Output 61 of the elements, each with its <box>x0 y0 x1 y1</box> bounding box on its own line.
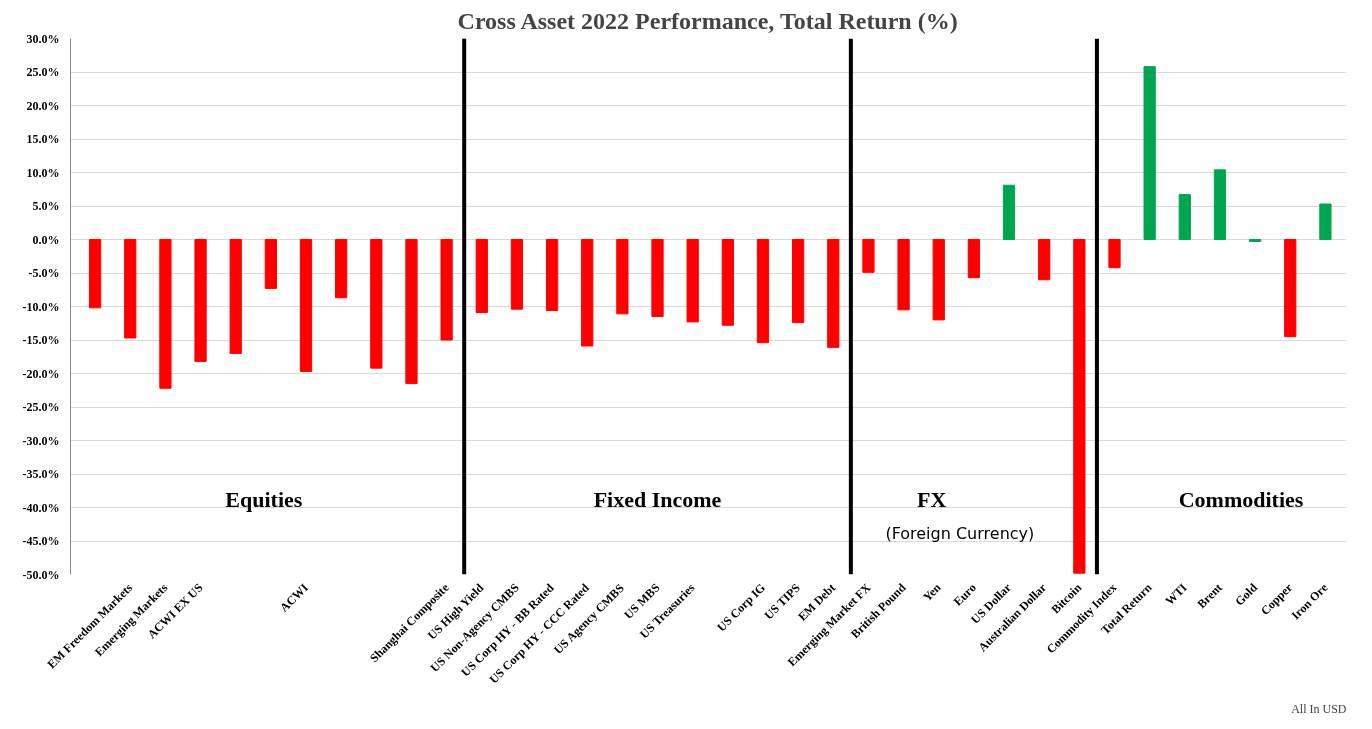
bar <box>827 239 840 348</box>
y-tick-label: 0.0% <box>32 232 60 247</box>
bar <box>124 239 137 339</box>
bar <box>194 239 207 362</box>
chart-title: Cross Asset 2022 Performance, Total Return (%) <box>457 7 958 34</box>
y-tick-label: -25.0% <box>22 400 60 414</box>
bar <box>1284 239 1297 338</box>
y-tick-label: -30.0% <box>22 433 60 448</box>
x-tick-label: Yen <box>920 580 944 605</box>
bar <box>510 239 524 310</box>
bar <box>335 239 348 299</box>
bar <box>229 239 242 354</box>
bar <box>651 239 664 318</box>
bar <box>545 239 559 312</box>
bar <box>370 239 383 369</box>
bar <box>967 239 981 279</box>
bar <box>405 239 418 385</box>
annotation: Commodities <box>1178 487 1304 513</box>
bar <box>88 239 102 309</box>
bar <box>1038 239 1051 281</box>
y-tick-label: -20.0% <box>22 366 60 381</box>
bar <box>1248 239 1262 243</box>
annotation: (Foreign Currency) <box>885 524 1035 544</box>
bar <box>1319 203 1332 240</box>
bar <box>1178 194 1191 240</box>
bar <box>581 239 594 347</box>
y-tick-label: 25.0% <box>26 65 60 79</box>
y-tick-label: 10.0% <box>26 165 60 180</box>
bar <box>1073 239 1086 574</box>
y-tick-label: -5.0% <box>28 266 60 280</box>
bar <box>1108 239 1121 269</box>
y-tick-label: -10.0% <box>22 299 60 314</box>
y-tick-label: -35.0% <box>22 467 60 481</box>
bar <box>299 239 313 372</box>
bar <box>1213 169 1227 240</box>
y-tick-label: -50.0% <box>22 567 60 582</box>
bar <box>1143 66 1156 240</box>
bar <box>862 239 875 273</box>
bar <box>616 239 629 315</box>
annotation: Fixed Income <box>593 487 722 513</box>
y-tick-label: 5.0% <box>32 199 60 213</box>
y-tick-label: 30.0% <box>26 31 60 46</box>
y-tick-label: 20.0% <box>26 98 60 113</box>
bar <box>721 239 734 326</box>
bar <box>264 239 277 289</box>
bar <box>897 239 910 311</box>
bar <box>756 239 770 344</box>
bar <box>1002 184 1016 240</box>
y-tick-label: -40.0% <box>22 500 60 515</box>
text: All In USD <box>1291 701 1347 716</box>
bar <box>792 239 805 324</box>
bar <box>159 239 172 389</box>
bar <box>932 239 945 321</box>
bar <box>686 239 699 323</box>
bar <box>475 239 488 314</box>
y-tick-label: 15.0% <box>26 132 60 146</box>
y-tick-label: -15.0% <box>22 333 60 347</box>
bar <box>440 239 453 341</box>
y-tick-label: -45.0% <box>22 534 60 548</box>
annotation: Equities <box>225 487 303 513</box>
annotation: FX <box>917 487 947 513</box>
